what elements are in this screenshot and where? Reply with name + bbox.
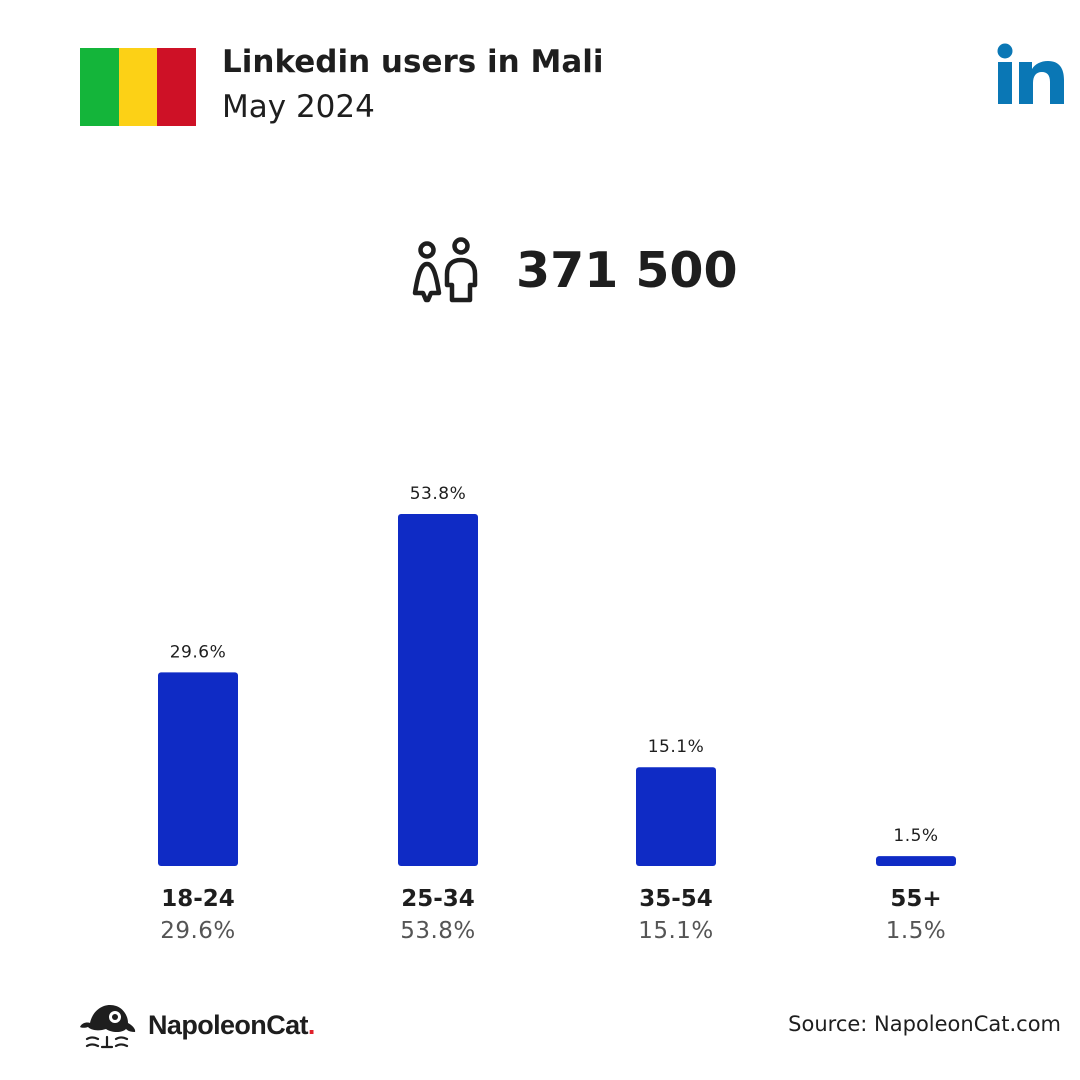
page-title: Linkedin users in Mali — [222, 44, 604, 80]
mali-flag-icon — [80, 48, 197, 126]
brand-name: NapoleonCat. — [148, 1009, 315, 1040]
bar-25-34 — [398, 514, 478, 866]
source-note: Source: NapoleonCat.com — [788, 1012, 1061, 1036]
flag-stripe-yellow — [118, 48, 158, 126]
bar-18-24 — [158, 672, 238, 866]
flag-stripe-green — [80, 48, 119, 126]
people-icon — [412, 237, 478, 303]
category-percent: 15.1% — [638, 918, 714, 944]
category-label: 25-34 — [401, 886, 475, 912]
linkedin-logo-icon — [997, 43, 1064, 104]
category-label: 18-24 — [161, 886, 235, 912]
category-percent: 53.8% — [400, 918, 476, 944]
category-percent: 29.6% — [160, 918, 236, 944]
category-label: 55+ — [890, 886, 941, 912]
bar-value-label: 1.5% — [893, 826, 938, 846]
bar-55+ — [876, 856, 956, 866]
napoleoncat-logo-icon — [80, 1005, 136, 1049]
bar-value-label: 29.6% — [170, 642, 227, 662]
category-percent: 1.5% — [886, 918, 946, 944]
bar-35-54 — [636, 767, 716, 866]
napoleoncat-brand: NapoleonCat. — [78, 1000, 315, 1050]
page-subtitle: May 2024 — [222, 89, 375, 125]
bar-value-label: 53.8% — [410, 484, 467, 504]
flag-stripe-red — [157, 48, 197, 126]
total-users: 371 500 — [410, 234, 738, 306]
category-label: 35-54 — [639, 886, 713, 912]
total-users-value: 371 500 — [516, 241, 738, 299]
bar-value-label: 15.1% — [648, 737, 705, 757]
